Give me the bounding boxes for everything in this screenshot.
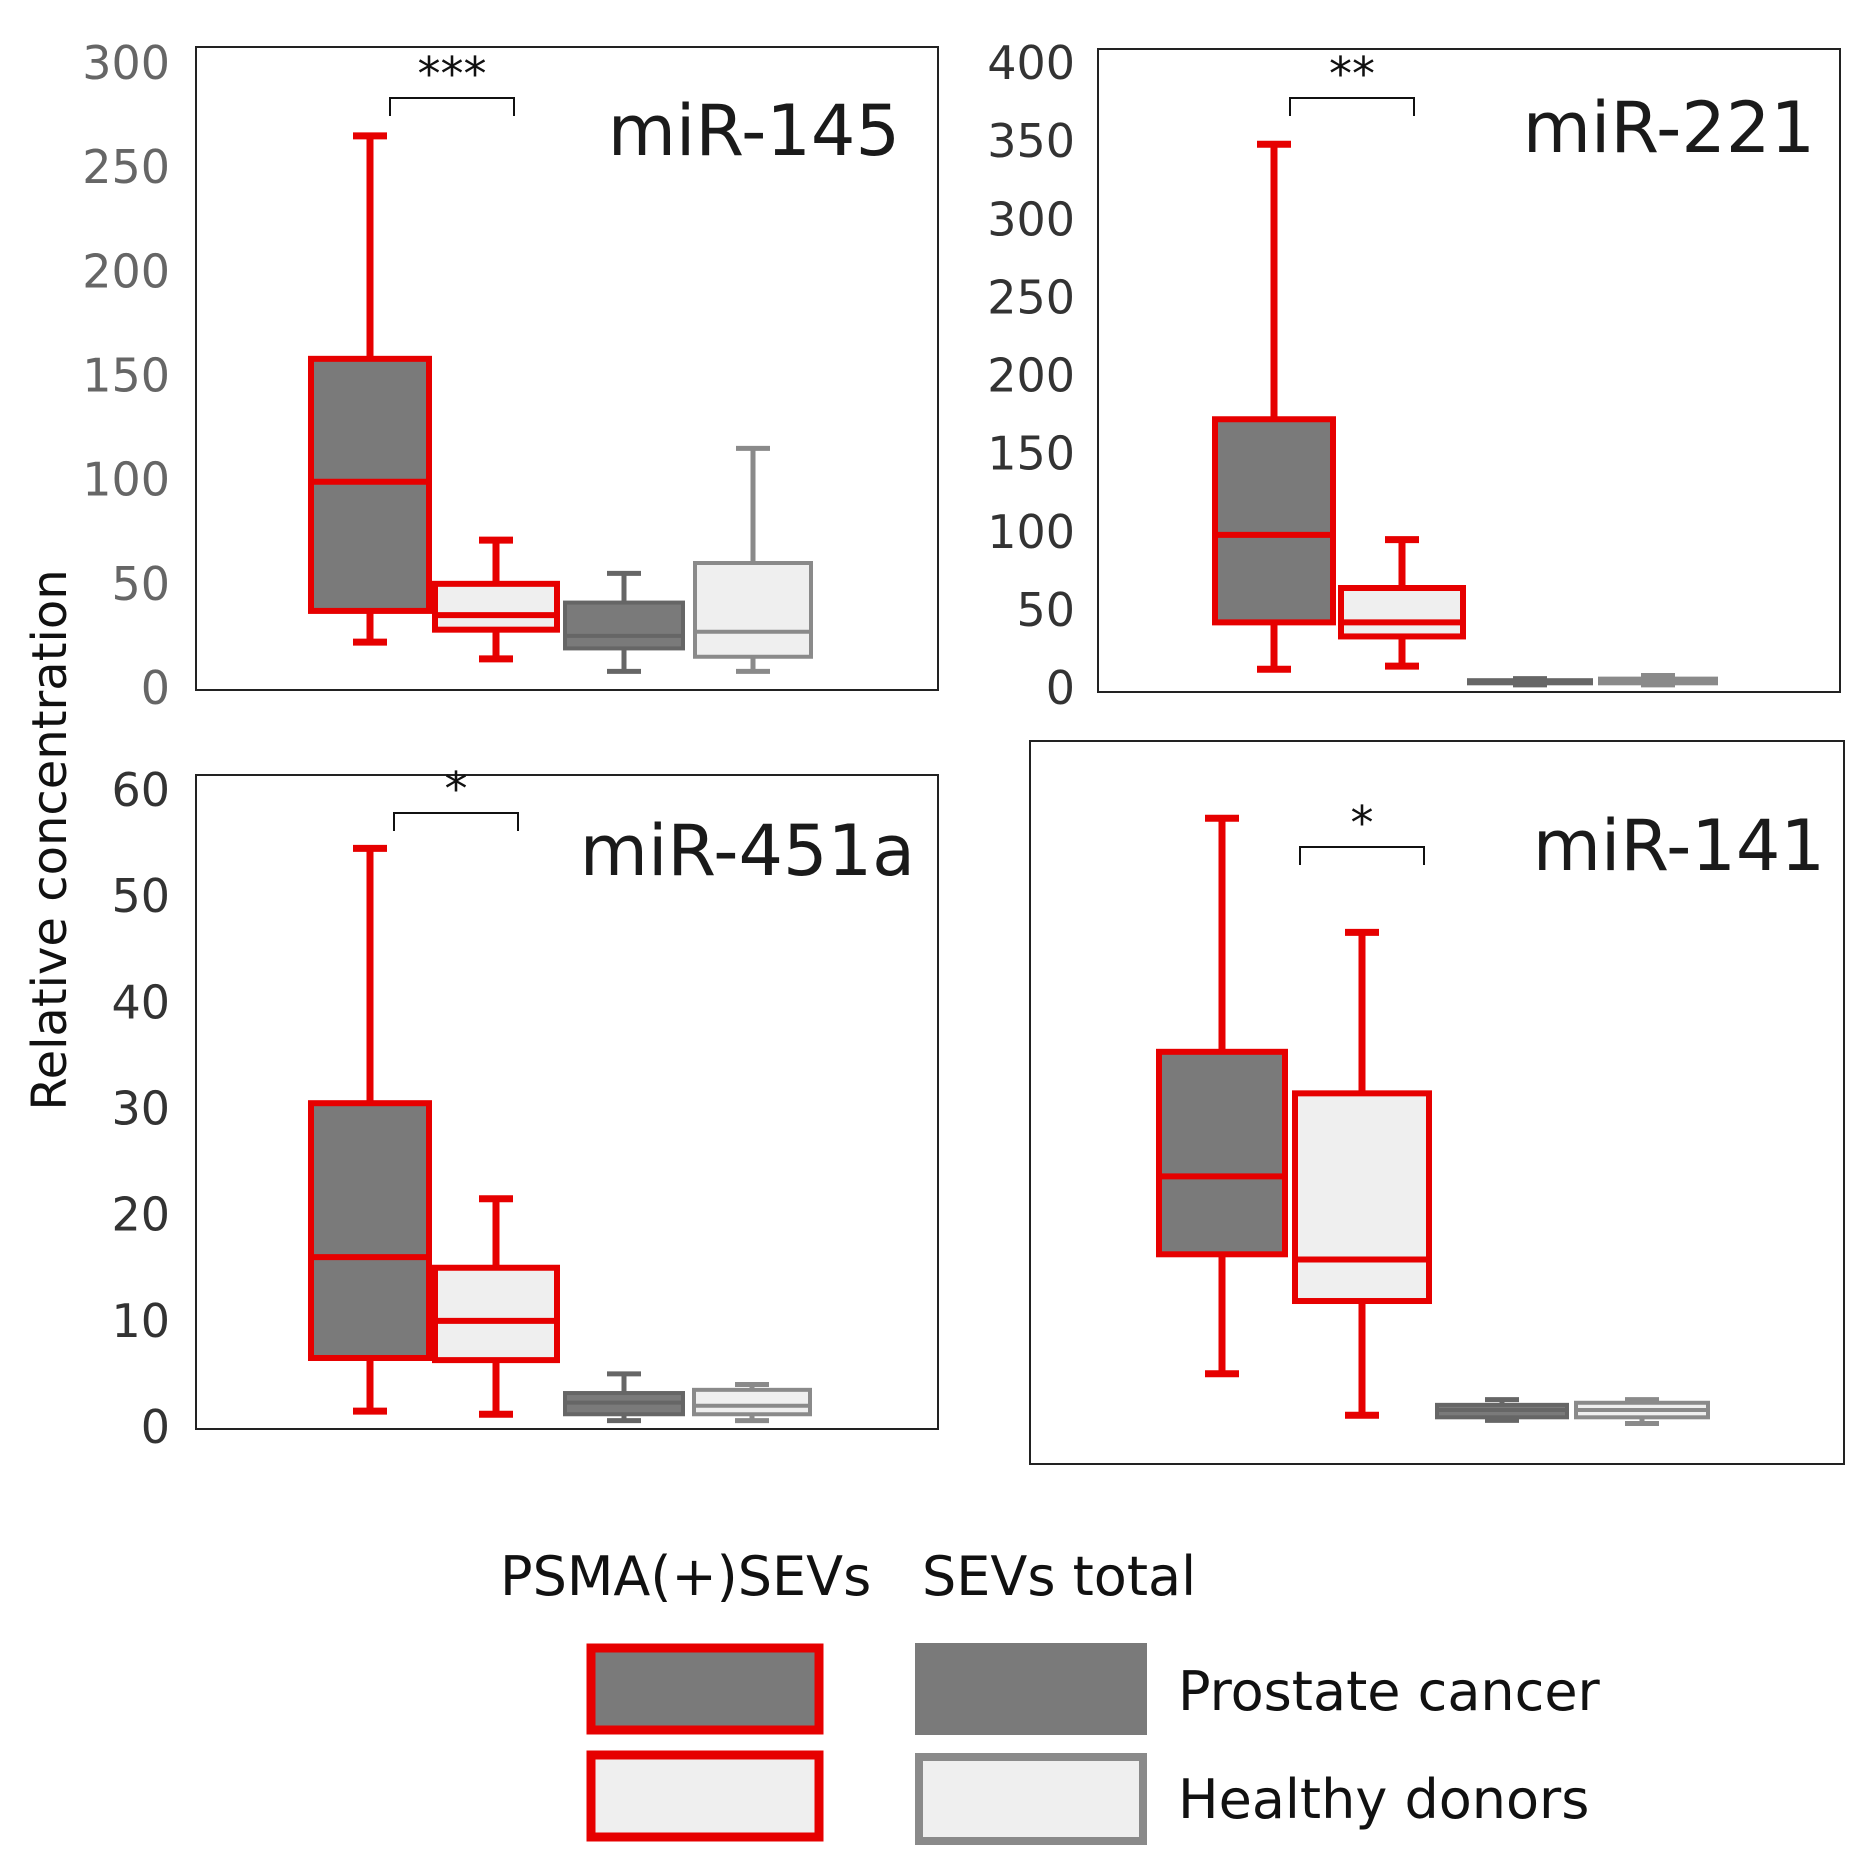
significance-bracket bbox=[389, 97, 515, 116]
box-iqr bbox=[432, 1264, 560, 1364]
box-iqr bbox=[692, 1387, 812, 1417]
box-2 bbox=[1338, 536, 1466, 670]
significance-label: ** bbox=[1329, 47, 1375, 101]
box-1 bbox=[1156, 814, 1288, 1378]
box-4 bbox=[1574, 1397, 1710, 1427]
chart-panel-miR-145: 0 50 100 150 200 250 300 miR-145 *** bbox=[82, 36, 939, 715]
y-tick-label: 200 bbox=[82, 244, 170, 298]
y-tick-label: 50 bbox=[1016, 583, 1075, 637]
y-tick-label: 10 bbox=[111, 1294, 170, 1348]
box-3 bbox=[1467, 676, 1593, 688]
chart-panel-miR-221: 0 50 100 150 200 250 300 350 400 miR-221 ** bbox=[987, 36, 1841, 715]
significance-label: * bbox=[1351, 796, 1374, 850]
y-tick-label: 100 bbox=[987, 505, 1075, 559]
y-tick-label: 0 bbox=[141, 1400, 170, 1454]
y-tick-label: 300 bbox=[82, 36, 170, 90]
y-tick-label: 60 bbox=[111, 763, 170, 817]
y-tick-label: 0 bbox=[1046, 661, 1075, 715]
box-3 bbox=[563, 570, 685, 674]
significance-bracket bbox=[1299, 846, 1425, 865]
y-tick-label: 0 bbox=[141, 661, 170, 715]
y-tick-label: 350 bbox=[987, 114, 1075, 168]
chart-panel-miR-451a: 0 10 20 30 40 50 60 miR-451a * bbox=[111, 762, 939, 1454]
box-2 bbox=[1292, 928, 1432, 1419]
box-1 bbox=[308, 844, 432, 1415]
significance-bracket bbox=[393, 812, 519, 831]
box-4 bbox=[1598, 673, 1718, 688]
box-iqr bbox=[1156, 1048, 1288, 1258]
panel-title: miR-221 bbox=[1523, 87, 1815, 169]
box-2 bbox=[432, 536, 560, 663]
box-iqr bbox=[693, 561, 813, 659]
box-iqr bbox=[1338, 585, 1466, 640]
box-iqr bbox=[1292, 1090, 1432, 1305]
legend-label-healthy: Healthy donors bbox=[1178, 1768, 1589, 1831]
y-tick-label: 50 bbox=[111, 869, 170, 923]
legend-swatch-total-healthy bbox=[915, 1753, 1147, 1845]
box-iqr bbox=[563, 600, 685, 651]
y-tick-label: 250 bbox=[82, 140, 170, 194]
box-iqr bbox=[308, 1100, 432, 1361]
box-4 bbox=[693, 445, 813, 674]
panel-title: miR-145 bbox=[608, 90, 900, 172]
box-3 bbox=[563, 1371, 685, 1424]
significance-label: *** bbox=[418, 47, 487, 101]
box-1 bbox=[308, 132, 432, 646]
box-2 bbox=[432, 1195, 560, 1418]
legend-swatch-psma-prostate bbox=[586, 1643, 824, 1735]
chart-panel-miR-141: miR-141 * bbox=[1029, 740, 1845, 1465]
y-tick-label: 40 bbox=[111, 975, 170, 1029]
y-tick-label: 300 bbox=[987, 192, 1075, 246]
legend-label-prostate: Prostate cancer bbox=[1178, 1660, 1601, 1723]
y-tick-label: 20 bbox=[111, 1188, 170, 1242]
box-4 bbox=[692, 1382, 812, 1424]
significance-label: * bbox=[445, 762, 468, 816]
y-axis-label: Relative concentration bbox=[22, 569, 78, 1110]
box-iqr bbox=[308, 355, 432, 614]
significance-bracket bbox=[1289, 97, 1415, 116]
y-tick-label: 400 bbox=[987, 36, 1075, 90]
y-tick-label: 50 bbox=[111, 557, 170, 611]
legend-header-psma: PSMA(+)SEVs bbox=[500, 1545, 871, 1608]
legend-swatch-total-prostate bbox=[915, 1643, 1147, 1735]
box-iqr bbox=[1212, 416, 1336, 626]
y-tick-label: 250 bbox=[987, 270, 1075, 324]
box-3 bbox=[1435, 1397, 1569, 1423]
panel-title: miR-141 bbox=[1533, 805, 1825, 887]
chart-panels: 050100150200250300miR-145***050100150200… bbox=[82, 36, 1845, 1465]
legend: PSMA(+)SEVs SEVs total Prostate cancer H… bbox=[500, 1545, 1601, 1845]
y-tick-label: 30 bbox=[111, 1082, 170, 1136]
box-1 bbox=[1212, 140, 1336, 673]
legend-header-total: SEVs total bbox=[922, 1545, 1196, 1608]
y-tick-label: 200 bbox=[987, 349, 1075, 403]
box-iqr bbox=[432, 580, 560, 633]
y-tick-label: 100 bbox=[82, 453, 170, 507]
y-tick-label: 150 bbox=[82, 349, 170, 403]
legend-swatch-psma-healthy bbox=[586, 1750, 824, 1842]
y-tick-label: 150 bbox=[987, 427, 1075, 481]
panel-title: miR-451a bbox=[580, 810, 915, 892]
